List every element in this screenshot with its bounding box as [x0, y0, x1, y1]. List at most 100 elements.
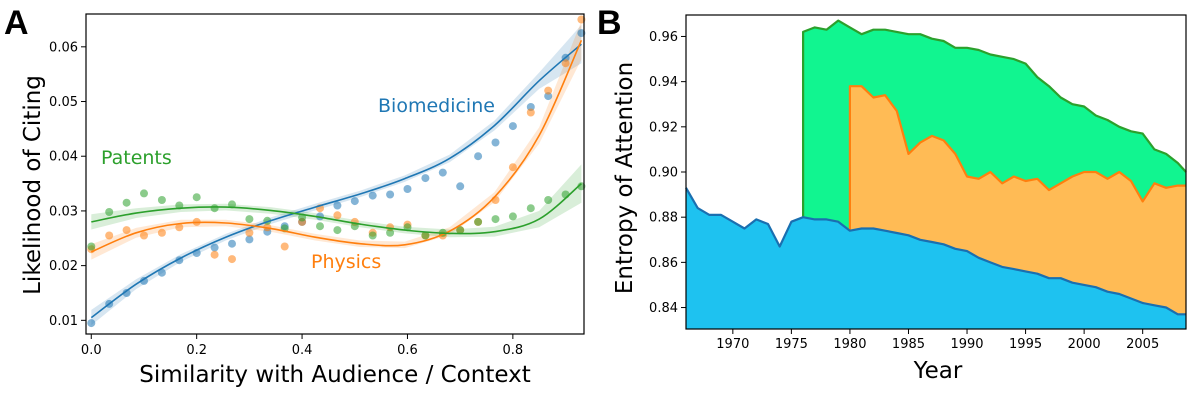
y-axis-title-a: Likelihood of Citing	[20, 75, 46, 295]
y-tick-label: 0.01	[49, 314, 78, 329]
x-tick-label: 1975	[775, 337, 808, 352]
x-axis-title-a: Similarity with Audience / Context	[139, 362, 530, 388]
biomedicine-point	[421, 174, 430, 183]
biomedicine-point	[544, 92, 553, 101]
biomedicine-point	[474, 152, 483, 161]
y-axis-ticks-b: 0.84 0.86 0.88 0.90 0.92 0.94 0.96	[649, 30, 686, 316]
biomedicine-point	[403, 185, 412, 193]
patents-point	[157, 196, 166, 204]
patents-point	[192, 193, 201, 202]
patents-fit-line	[91, 182, 582, 235]
physics-point	[544, 86, 553, 95]
x-tick-label: 1980	[833, 337, 866, 352]
y-tick-label: 0.88	[649, 211, 678, 226]
y-tick-label: 0.03	[49, 204, 78, 219]
x-axis-ticks-a: 0.0 0.2 0.4 0.6 0.8	[81, 334, 523, 358]
x-tick-label: 2000	[1068, 337, 1101, 352]
physics-point	[140, 231, 148, 240]
label-biomedicine: Biomedicine	[378, 95, 495, 117]
biomedicine-point	[350, 197, 359, 206]
patents-point	[526, 204, 535, 213]
patents-point	[403, 223, 412, 232]
x-tick-label: 0.6	[397, 343, 418, 358]
biomedicine-point	[245, 235, 254, 244]
physics-point	[245, 228, 254, 237]
y-tick-label: 0.04	[49, 150, 78, 165]
y-tick-label: 0.96	[649, 30, 678, 45]
patents-confidence-band	[91, 164, 582, 238]
x-tick-label: 2005	[1126, 337, 1159, 352]
physics-point	[105, 231, 114, 240]
patents-point	[122, 198, 131, 207]
x-tick-label: 0.8	[503, 343, 524, 358]
physics-fit-line	[90, 39, 583, 253]
physics-point	[526, 108, 535, 117]
biomedicine-point	[333, 201, 342, 210]
y-tick-label: 0.90	[649, 166, 678, 181]
stacked-areas	[685, 19, 1187, 329]
biomedicine-point	[491, 138, 500, 147]
physics-point	[333, 211, 342, 220]
patents-point	[491, 215, 500, 224]
patents-point	[87, 242, 96, 251]
biomedicine-point	[140, 276, 148, 285]
base-area	[686, 187, 1186, 329]
y-tick-label: 0.92	[649, 120, 678, 135]
x-tick-label: 1995	[1009, 337, 1042, 352]
middle-area-line	[848, 85, 1186, 231]
plot-frame-a	[85, 13, 585, 335]
patents-point	[333, 226, 342, 235]
biomedicine-point	[210, 243, 219, 252]
physics-point	[561, 59, 570, 68]
y-tick-label: 0.06	[49, 40, 78, 55]
physics-point	[508, 163, 517, 172]
x-tick-label: 1970	[716, 337, 749, 352]
y-axis-title-b: Entropy of Attention	[612, 62, 638, 294]
patents-point	[316, 222, 324, 231]
biomedicine-point	[508, 122, 517, 131]
patents-point	[474, 217, 483, 226]
x-axis-title-b: Year	[913, 358, 963, 384]
x-tick-label: 0.2	[186, 343, 207, 358]
y-tick-label: 0.84	[649, 301, 678, 316]
patents-point	[544, 196, 553, 204]
x-tick-label: 0.0	[81, 343, 102, 358]
biomedicine-point	[87, 319, 96, 328]
biomedicine-point	[456, 182, 465, 191]
panel-b-letter: B	[597, 4, 622, 42]
physics-point	[157, 228, 166, 237]
patents-point	[140, 189, 148, 198]
biomedicine-point	[228, 239, 236, 248]
patents-point	[421, 231, 430, 240]
biomedicine-point	[368, 191, 377, 200]
biomedicine-fit-line	[90, 43, 582, 319]
label-physics: Physics	[311, 251, 381, 273]
label-patents: Patents	[101, 147, 172, 169]
y-tick-label: 0.86	[649, 256, 678, 271]
top-area-line	[802, 19, 1187, 218]
patents-point	[386, 228, 395, 237]
patents-point	[508, 212, 517, 221]
physics-point	[175, 223, 184, 232]
physics-point	[122, 226, 131, 235]
physics-point	[228, 255, 236, 264]
biomedicine-point	[438, 168, 447, 177]
patents-point	[105, 208, 114, 216]
base-area-line	[685, 187, 1186, 316]
panel-b: B 1970 1975 1980 1985 1990 1995 2000 2005 0.840…	[597, 4, 1187, 384]
biomedicine-point	[122, 289, 131, 297]
biomedicine-point	[526, 103, 535, 111]
patents-point	[210, 204, 219, 213]
patents-point	[368, 231, 377, 240]
y-tick-label: 0.05	[49, 95, 78, 110]
y-tick-label: 0.02	[49, 259, 78, 274]
biomedicine-point	[157, 268, 166, 277]
y-axis-ticks-a: 0.01 0.02 0.03 0.04 0.05 0.06	[49, 40, 86, 329]
panel-a: A 0.0 0.2 0.4 0.6 0.8 0.010.020.030.040.050.…	[4, 4, 586, 388]
physics-point	[280, 242, 289, 251]
patents-point	[245, 215, 254, 224]
confidence-bands	[91, 21, 582, 326]
y-tick-label: 0.94	[649, 75, 678, 90]
fit-lines	[90, 39, 583, 319]
